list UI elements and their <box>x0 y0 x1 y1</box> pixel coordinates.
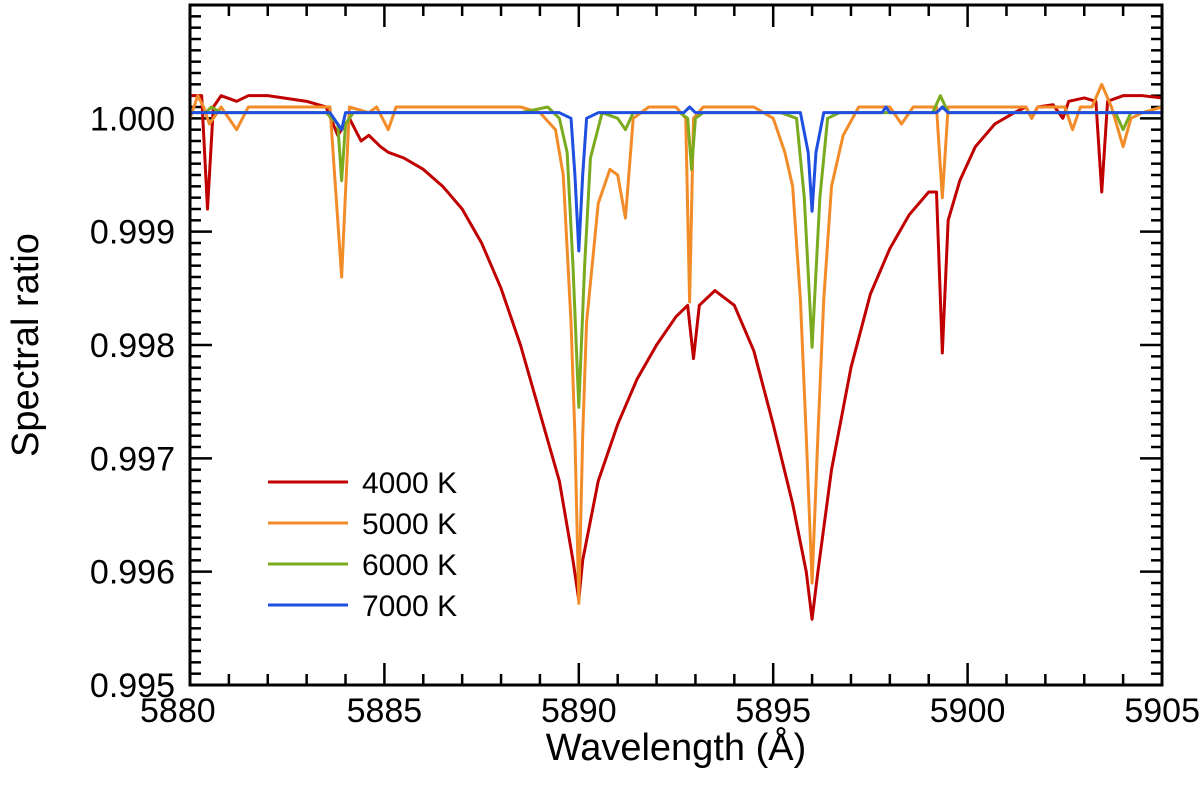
x-tick-label: 5880 <box>140 692 216 730</box>
series-line-6000k <box>190 94 1162 409</box>
y-tick-label: 0.995 <box>90 667 175 705</box>
x-tick-label: 5905 <box>1124 692 1200 730</box>
y-tick-label: 0.997 <box>90 440 175 478</box>
y-tick-label: 0.996 <box>90 554 175 592</box>
series-line-5000k <box>190 82 1162 605</box>
legend-label: 4000 K <box>362 467 457 500</box>
legend-label: 6000 K <box>362 549 457 582</box>
y-axis-title: Spectral ratio <box>5 233 47 457</box>
x-tick-label: 5900 <box>930 692 1006 730</box>
x-tick-label: 5885 <box>347 692 423 730</box>
y-tick-label: 0.998 <box>90 327 175 365</box>
x-tick-label: 5895 <box>735 692 811 730</box>
y-tick-labels: 0.995 0.996 0.997 0.998 0.999 1.000 <box>90 100 175 705</box>
y-tick-label: 1.000 <box>90 100 175 138</box>
legend-label: 5000 K <box>362 508 457 541</box>
x-tick-label: 5890 <box>541 692 617 730</box>
legend-label: 7000 K <box>362 590 457 623</box>
plot-frame <box>188 3 1164 687</box>
y-tick-label: 0.999 <box>90 214 175 252</box>
x-axis-title: Wavelength (Å) <box>546 725 806 769</box>
x-tick-labels: 5880 5885 5890 5895 5900 5905 <box>140 692 1200 730</box>
axis-ticks <box>188 3 1164 687</box>
legend: 4000 K 5000 K 6000 K 7000 K <box>268 467 457 623</box>
series-layer <box>190 82 1162 621</box>
series-line-7000k <box>190 105 1162 253</box>
